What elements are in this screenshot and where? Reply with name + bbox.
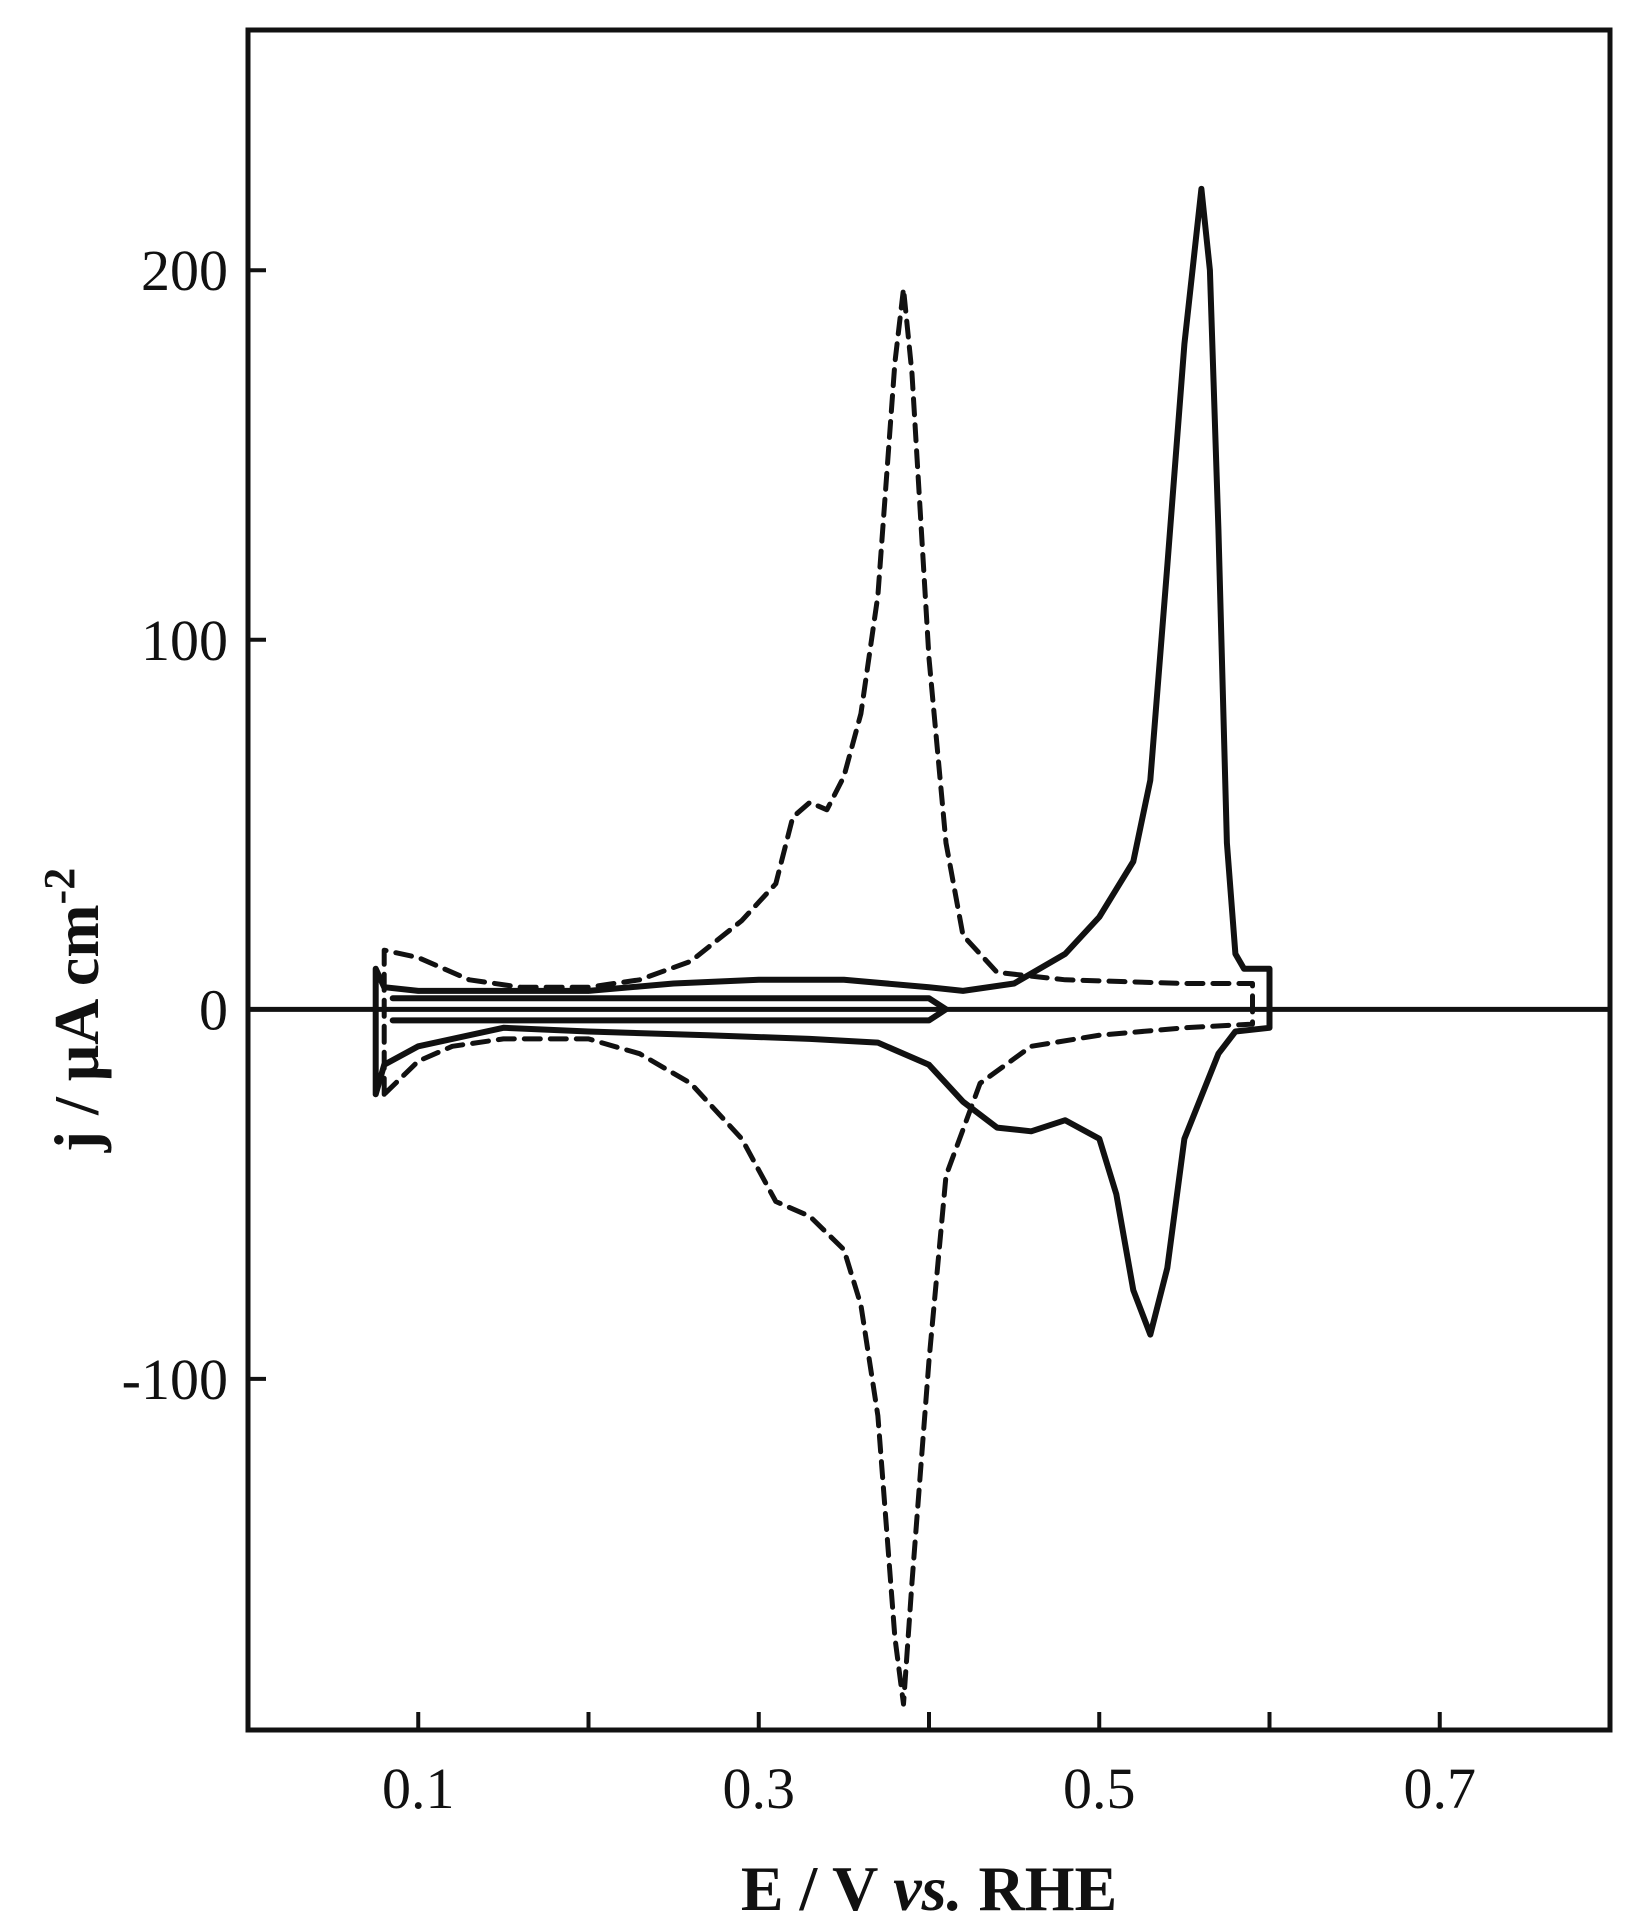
y-tick-label: 200 — [141, 238, 228, 303]
cv-curve-solid-3 — [389, 995, 949, 1024]
x-tick-label: 0.3 — [723, 1756, 796, 1821]
x-tick-label: 0.1 — [382, 1756, 455, 1821]
x-tick-label: 0.5 — [1063, 1756, 1136, 1821]
x-tick-label: 0.7 — [1404, 1756, 1477, 1821]
cv-curve-solid-2 — [372, 185, 1273, 1338]
y-tick-label: 100 — [141, 608, 228, 673]
y-tick-label: 0 — [199, 977, 228, 1042]
plot-frame — [245, 27, 1613, 1733]
y-axis-title: j / μA cm-2 — [35, 868, 113, 1153]
series-layer — [372, 185, 1273, 1707]
cv-curve-dashed-1 — [381, 286, 1255, 1707]
y-tick-label: -100 — [122, 1347, 228, 1412]
tick-labels: 0.1 0.3 0.5 0.7 200 100 0 -100 — [122, 238, 1476, 1821]
x-axis-title: E / V vs. RHE — [741, 1853, 1117, 1924]
